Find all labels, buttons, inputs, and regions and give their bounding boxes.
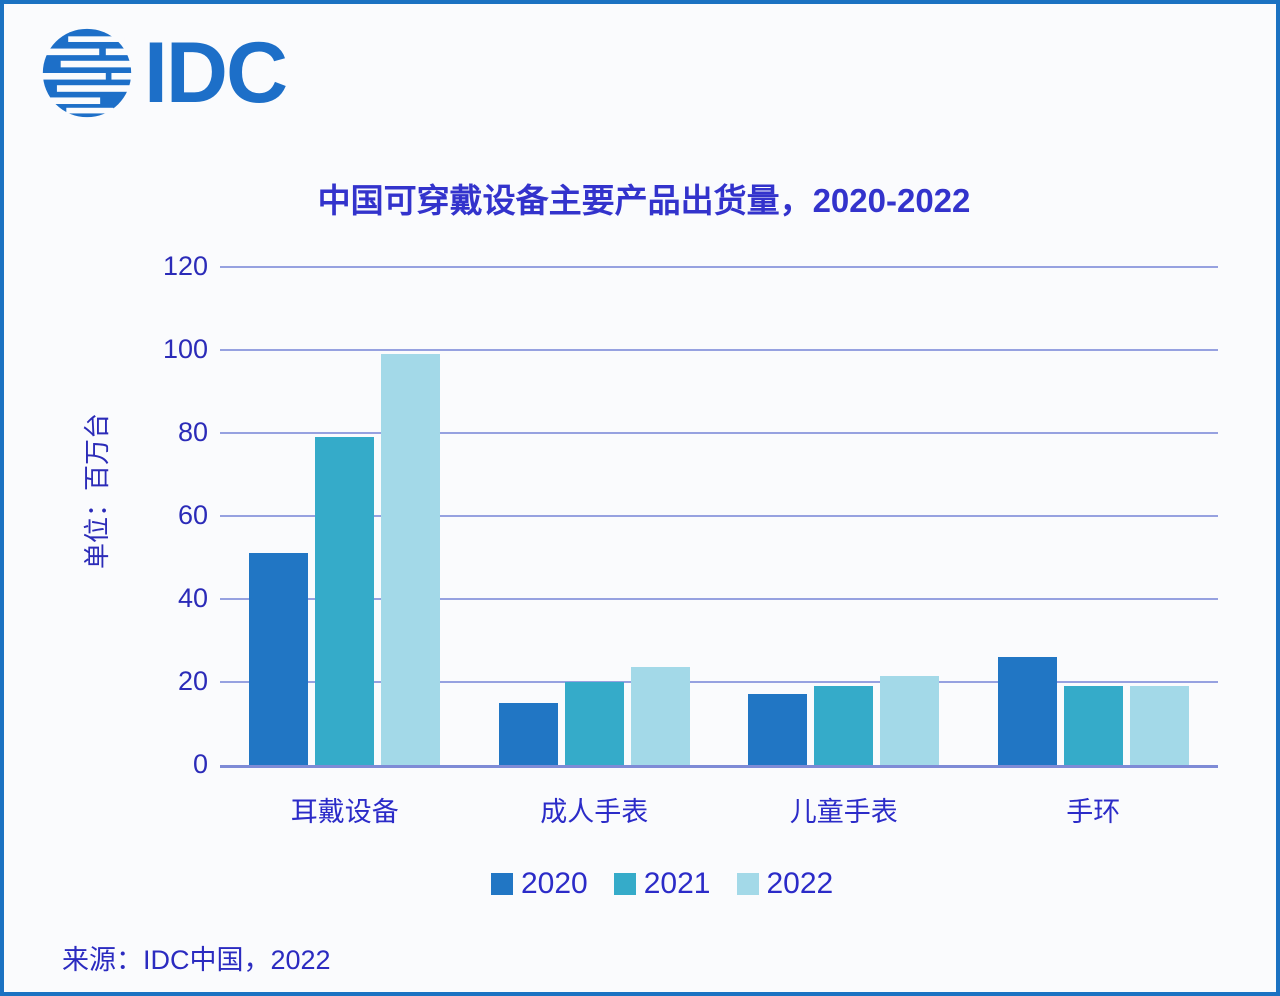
- category-label-kids-watch: 儿童手表: [789, 797, 898, 827]
- bar-kids-watch-2020: [748, 694, 808, 765]
- idc-logo: IDC: [40, 25, 288, 121]
- legend-swatch-2022: [736, 873, 759, 895]
- y-tick-60: 60: [177, 500, 208, 530]
- y-tick-0: 0: [192, 749, 208, 779]
- bar-kids-watch-2021: [814, 686, 874, 765]
- gridline-40: [220, 598, 1218, 600]
- gridline-20: [220, 681, 1218, 683]
- bar-earwear-2021: [315, 437, 375, 765]
- gridline-100: [220, 349, 1218, 351]
- gridline-80: [220, 432, 1218, 434]
- bar-earwear-2022: [381, 354, 441, 765]
- legend-item-2021: 2021: [613, 867, 711, 901]
- legend-item-2022: 2022: [736, 867, 834, 901]
- y-tick-100: 100: [162, 334, 208, 364]
- legend-label-2022: 2022: [766, 867, 834, 900]
- bar-wristband-2021: [1063, 686, 1123, 765]
- bar-kids-watch-2022: [880, 675, 940, 765]
- chart-title: 中国可穿戴设备主要产品出货量，2020-2022: [317, 182, 971, 219]
- y-tick-20: 20: [177, 666, 208, 696]
- gridline-60: [220, 515, 1218, 517]
- y-axis-title: 单位：百万台: [82, 413, 112, 570]
- bar-earwear-2020: [249, 553, 309, 765]
- y-tick-80: 80: [177, 417, 208, 447]
- category-label-earwear: 耳戴设备: [290, 797, 399, 827]
- plot-area: [220, 266, 1218, 768]
- source-text: 来源：IDC中国，2022: [62, 945, 331, 975]
- gridline-120: [220, 266, 1218, 268]
- idc-globe-icon: [41, 28, 133, 118]
- idc-logo-text: IDC: [144, 25, 288, 121]
- bar-adult-watch-2021: [564, 682, 624, 765]
- y-tick-120: 120: [162, 251, 208, 281]
- legend-label-2021: 2021: [643, 867, 711, 900]
- category-label-wristband: 手环: [1066, 797, 1121, 827]
- legend-item-2020: 2020: [491, 867, 588, 901]
- legend-swatch-2020: [491, 873, 513, 895]
- legend-label-2020: 2020: [521, 867, 588, 900]
- category-label-adult-watch: 成人手表: [540, 797, 649, 827]
- bar-wristband-2020: [997, 657, 1057, 765]
- bar-wristband-2022: [1129, 686, 1189, 765]
- y-tick-40: 40: [177, 583, 208, 613]
- legend: 2020 2021 2022: [491, 867, 833, 901]
- bar-adult-watch-2020: [498, 702, 558, 765]
- legend-swatch-2021: [613, 873, 636, 895]
- bar-adult-watch-2022: [630, 667, 690, 765]
